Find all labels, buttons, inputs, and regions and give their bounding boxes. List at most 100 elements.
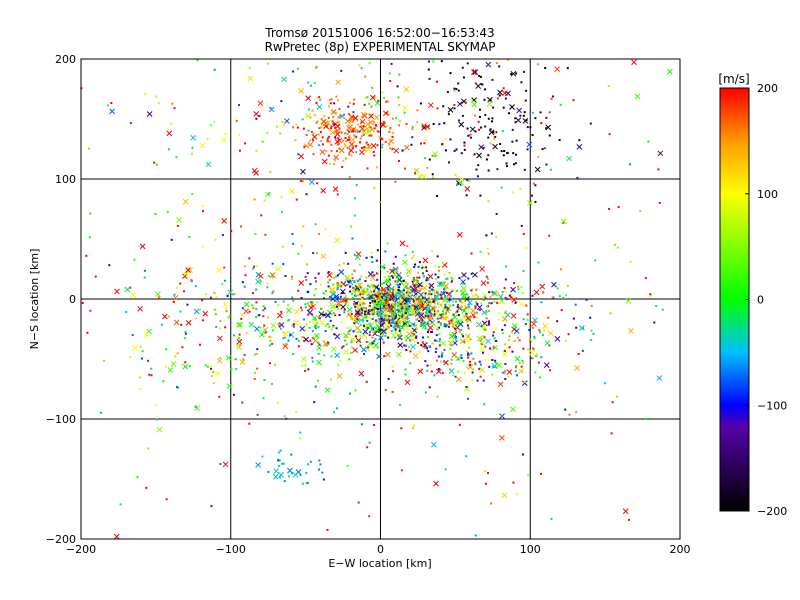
data-point-dot — [407, 311, 410, 314]
data-point-x — [374, 326, 381, 333]
data-point-dot — [295, 337, 298, 340]
data-point-x — [509, 104, 515, 110]
data-point-dot — [424, 391, 427, 394]
data-point-dot — [430, 293, 433, 296]
data-point-dot — [487, 136, 490, 139]
data-point-dot — [399, 283, 402, 286]
data-point-dot — [279, 327, 282, 330]
data-point-x — [389, 318, 396, 325]
data-point-x — [401, 297, 408, 303]
data-point-dot — [188, 235, 191, 238]
data-point-dot — [344, 132, 347, 135]
data-point-dot — [423, 317, 426, 320]
data-point-dot — [375, 307, 378, 310]
data-point-dot — [85, 254, 88, 257]
data-point-x — [308, 304, 314, 311]
data-point-dot — [442, 325, 445, 328]
data-point-x — [501, 492, 508, 499]
data-point-x — [441, 314, 448, 321]
data-point-dot — [372, 310, 375, 313]
data-point-dot — [490, 302, 493, 305]
data-point-dot — [456, 310, 459, 313]
data-point-dot — [317, 352, 320, 355]
data-point-dot — [528, 329, 531, 332]
data-point-dot — [504, 363, 507, 366]
data-point-x — [370, 275, 376, 282]
data-point-dot — [291, 232, 294, 235]
data-point-dot — [333, 411, 336, 414]
data-point-dot — [372, 296, 375, 299]
data-point-dot — [541, 148, 544, 151]
data-point-dot — [346, 315, 349, 318]
data-point-x — [393, 294, 400, 300]
data-point-dot — [316, 252, 319, 255]
data-point-x — [316, 345, 322, 351]
data-point-dot — [453, 327, 456, 330]
data-point-dot — [374, 123, 377, 126]
data-point-dot — [339, 332, 342, 335]
data-point-dot — [444, 138, 447, 141]
data-point-dot — [531, 134, 534, 137]
data-point-dot — [429, 288, 432, 291]
data-point-dot — [94, 275, 97, 278]
data-point-dot — [396, 316, 399, 319]
data-point-dot — [444, 318, 447, 321]
data-point-x — [354, 309, 361, 316]
data-point-dot — [331, 120, 334, 123]
data-point-dot — [385, 100, 388, 103]
data-point-dot — [425, 266, 428, 269]
data-point-dot — [369, 283, 372, 286]
data-point-dot — [492, 131, 495, 134]
data-point-x — [511, 297, 518, 303]
data-point-x — [364, 322, 371, 329]
data-point-dot — [366, 446, 369, 449]
data-point-dot — [405, 349, 408, 352]
data-point-dot — [437, 320, 440, 323]
data-point-dot — [176, 224, 179, 227]
data-point-dot — [359, 137, 362, 140]
data-point-x — [286, 307, 292, 314]
data-point-dot — [398, 73, 401, 76]
data-point-dot — [191, 146, 194, 149]
data-point-x — [496, 362, 503, 368]
colorbar-tick-label: 100 — [757, 188, 778, 201]
data-point-dot — [515, 365, 518, 368]
data-point-dot — [421, 266, 424, 269]
data-point-dot — [362, 133, 365, 136]
data-point-x — [143, 331, 149, 338]
data-point-dot — [564, 294, 567, 297]
data-point-dot — [437, 367, 440, 370]
data-point-dot — [335, 305, 338, 308]
data-point-x — [329, 286, 335, 292]
data-point-dot — [400, 300, 403, 303]
data-point-dot — [347, 262, 350, 265]
data-point-dot — [463, 371, 466, 374]
data-point-x — [361, 332, 368, 339]
data-point-dot — [319, 131, 322, 134]
data-point-dot — [382, 96, 385, 99]
data-point-dot — [314, 223, 317, 226]
data-point-x — [554, 335, 561, 342]
data-point-dot — [360, 293, 363, 296]
data-point-dot — [292, 353, 295, 356]
data-point-dot — [495, 131, 498, 134]
data-point-dot — [364, 111, 367, 114]
data-point-x — [361, 128, 367, 135]
data-point-dot — [427, 294, 430, 297]
data-point-dot — [311, 356, 314, 359]
data-point-dot — [484, 470, 487, 473]
data-point-dot — [545, 127, 548, 130]
data-point-dot — [442, 262, 445, 265]
data-point-dot — [333, 305, 336, 308]
data-point-x — [547, 330, 554, 337]
data-point-dot — [307, 303, 310, 306]
colorbar-tick-label: 0 — [757, 294, 764, 307]
data-point-x — [190, 134, 197, 141]
data-point-dot — [363, 103, 366, 106]
data-point-dot — [415, 324, 418, 327]
data-point-dot — [368, 285, 371, 288]
data-point-dot — [404, 312, 407, 315]
data-point-x — [311, 134, 318, 140]
data-point-x — [440, 340, 447, 347]
data-point-dot — [213, 120, 216, 123]
